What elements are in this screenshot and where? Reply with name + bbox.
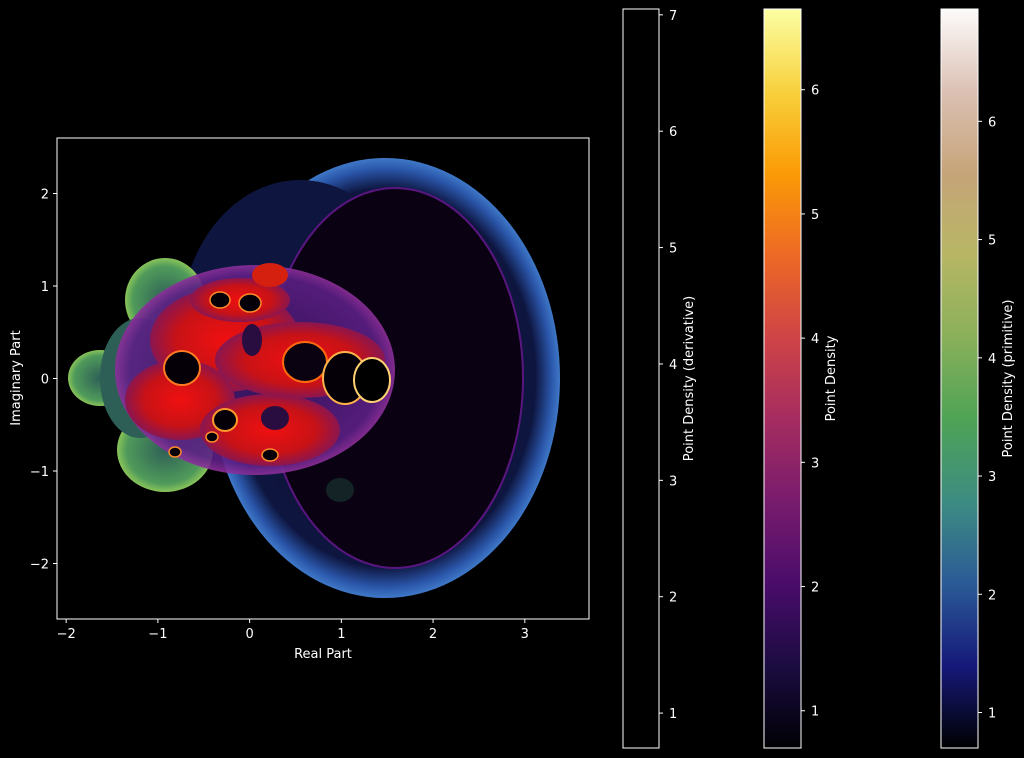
colorbar-tick-label: 3 (988, 470, 996, 485)
colorbar-tick-label: 6 (811, 84, 819, 99)
colorbar-tick-label: 5 (988, 234, 996, 249)
x-tick-label: 3 (521, 627, 529, 642)
colorbar-tick-label: 5 (669, 242, 677, 257)
y-tick-label: −2 (30, 558, 49, 573)
x-tick-label: −2 (57, 627, 76, 642)
colorbar-tick-label: 4 (811, 332, 819, 347)
colorbar-label: Point Density (824, 335, 839, 421)
colorbar-label: Point Density (primitive) (1001, 300, 1016, 458)
colorbar-gradient-bar (622, 8, 660, 749)
x-tick-label: −1 (148, 627, 167, 642)
colorbar-gradient-bar (763, 8, 802, 749)
colorbar-gradient-bar (940, 8, 979, 749)
main-axes: −2 −1 0 1 2 3 2 1 0 −1 −2 (30, 137, 590, 642)
colorbar-tick-label: 6 (669, 125, 677, 140)
y-tick-label: 2 (41, 188, 49, 203)
colorbar-tick-label: 3 (669, 474, 677, 489)
colorbar-tick-label: 6 (988, 115, 996, 130)
colorbar-tick-label: 1 (669, 707, 677, 722)
colorbar-tick-label: 4 (988, 352, 996, 367)
colorbar-0: 1 2 3 4 5 6 7 Point Density (derivative) (622, 8, 697, 749)
x-tick-label: 0 (245, 627, 253, 642)
colorbar-tick-label: 3 (811, 456, 819, 471)
y-tick-label: 0 (41, 373, 49, 388)
density-image (68, 158, 560, 598)
colorbar-tick-label: 1 (988, 707, 996, 722)
colorbar-2: 1 2 3 4 5 6 Point Density (primitive) (940, 8, 1016, 749)
colorbar-tick-label: 5 (811, 208, 819, 223)
y-tick-label: 1 (41, 280, 49, 295)
colorbar-tick-label: 4 (669, 358, 677, 373)
y-tick-label: −1 (30, 465, 49, 480)
colorbar-tick-label: 2 (669, 591, 677, 606)
colorbar-1: 1 2 3 4 5 6 Point Density (763, 8, 839, 749)
colorbar-tick-label: 1 (811, 705, 819, 720)
y-axis-label: Imaginary Part (9, 330, 24, 425)
colorbar-tick-label: 2 (988, 588, 996, 603)
x-tick-label: 2 (429, 627, 437, 642)
x-axis-label: Real Part (294, 647, 352, 662)
colorbars: 1 2 3 4 5 6 7 Point Density (derivative) 1 2 3 4 5 6 P… (622, 8, 1016, 749)
x-tick-label: 1 (337, 627, 345, 642)
colorbar-tick-label: 2 (811, 581, 819, 596)
colorbar-tick-label: 7 (669, 9, 677, 24)
colorbar-label: Point Density (derivative) (682, 296, 697, 461)
